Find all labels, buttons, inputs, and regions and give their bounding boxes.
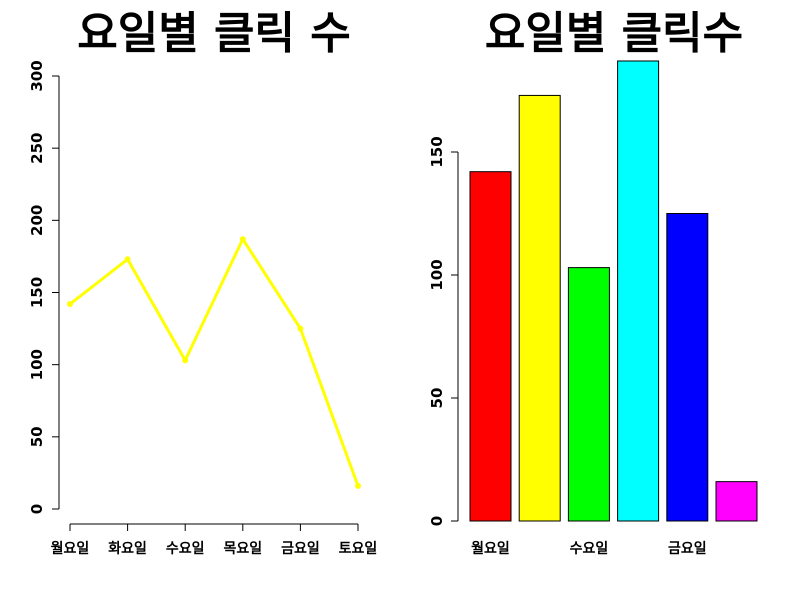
bar [567, 267, 610, 522]
bar-chart-title: 요일별 클릭수 [485, 8, 743, 59]
bar-chart-marks [469, 60, 758, 522]
x-tick-label: 금요일 [668, 541, 707, 557]
y-tick-label: 0 [428, 516, 446, 526]
x-tick-label: 토요일 [339, 541, 378, 557]
bar [666, 213, 709, 522]
bar [617, 60, 660, 522]
line-chart-title: 요일별 클릭 수 [77, 8, 351, 59]
y-tick-label: 0 [28, 504, 46, 514]
data-point [297, 325, 304, 332]
x-tick-label: 월요일 [471, 540, 510, 557]
y-tick-label: 150 [428, 136, 446, 167]
line-chart-marks [67, 236, 361, 489]
y-tick-label: 100 [28, 349, 46, 380]
bar-chart: 요일별 클릭수 0 50 100 150 월요일 수요일 금요일 [428, 8, 758, 557]
y-tick-label: 100 [428, 259, 446, 290]
x-tick-label: 화요일 [108, 541, 147, 557]
x-tick-label: 수요일 [570, 541, 609, 557]
x-tick-label: 월요일 [51, 540, 90, 557]
y-tick-label: 250 [28, 133, 46, 164]
y-tick-label: 200 [28, 205, 46, 236]
data-point [67, 301, 73, 308]
line-chart: 요일별 클릭 수 0 50 100 150 200 250 300 월요일 화요일 수요일 목요일… [28, 8, 377, 557]
y-tick-label: 50 [428, 388, 446, 409]
x-tick-label: 수요일 [166, 541, 205, 557]
data-point [124, 256, 131, 263]
bar-chart-y-axis: 0 50 100 150 [428, 136, 459, 526]
line-chart-x-axis: 월요일 화요일 수요일 목요일 금요일 토요일 [51, 523, 378, 557]
x-tick-label: 금요일 [281, 541, 320, 557]
data-point [239, 236, 246, 243]
data-point [355, 482, 361, 489]
y-tick-label: 150 [28, 277, 46, 308]
series-line [69, 237, 360, 487]
y-tick-label: 300 [28, 60, 46, 91]
bar-chart-x-axis: 월요일 수요일 금요일 [471, 540, 706, 557]
x-tick-label: 목요일 [223, 541, 262, 557]
bar [469, 171, 512, 522]
bar [715, 481, 758, 522]
line-chart-y-axis: 0 50 100 150 200 250 300 [28, 60, 60, 514]
data-point [182, 357, 189, 364]
bar [518, 94, 561, 522]
y-tick-label: 50 [28, 426, 46, 447]
